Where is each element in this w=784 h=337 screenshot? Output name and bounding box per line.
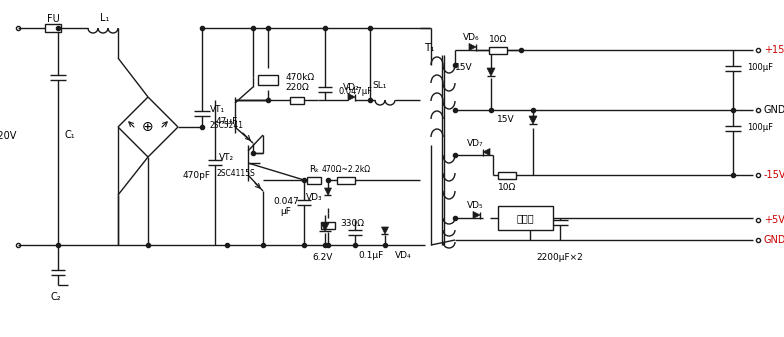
Bar	[498, 172, 516, 179]
Bar	[290, 96, 304, 103]
Polygon shape	[487, 68, 495, 76]
Text: +5V: +5V	[764, 215, 784, 225]
Text: 10Ω: 10Ω	[498, 183, 516, 191]
Text: 100μF: 100μF	[747, 63, 773, 72]
Text: ⊕: ⊕	[142, 120, 154, 134]
Text: GND: GND	[764, 105, 784, 115]
Polygon shape	[469, 43, 476, 51]
Text: 220Ω: 220Ω	[285, 84, 309, 92]
Text: GND: GND	[764, 235, 784, 245]
Text: 15V: 15V	[456, 63, 473, 72]
Text: VD₃: VD₃	[306, 193, 322, 203]
Text: VT₁: VT₁	[209, 105, 224, 115]
Polygon shape	[325, 188, 332, 195]
Text: μF: μF	[281, 208, 292, 216]
Polygon shape	[348, 93, 355, 100]
Bar	[498, 206, 553, 230]
Text: 稳压器: 稳压器	[516, 213, 534, 223]
Text: 0.047: 0.047	[273, 197, 299, 207]
Polygon shape	[473, 212, 480, 218]
Text: 100μF: 100μF	[747, 123, 773, 132]
Text: FU: FU	[46, 14, 60, 24]
Text: L₁: L₁	[100, 13, 110, 23]
Polygon shape	[382, 227, 389, 234]
Text: 15V: 15V	[497, 116, 515, 124]
Polygon shape	[483, 149, 490, 155]
Text: 470pF: 470pF	[183, 171, 211, 180]
Text: 470Ω~2.2kΩ: 470Ω~2.2kΩ	[321, 165, 371, 175]
Text: 10Ω: 10Ω	[489, 35, 507, 44]
Text: VD₇: VD₇	[466, 139, 483, 148]
Text: 2SC5241: 2SC5241	[210, 121, 244, 129]
Text: C₂: C₂	[51, 292, 61, 302]
Text: T₁: T₁	[423, 43, 434, 53]
Bar	[337, 177, 355, 184]
Text: Rₖ: Rₖ	[309, 165, 319, 175]
Bar	[489, 47, 507, 54]
Polygon shape	[321, 223, 329, 231]
Text: 47μF: 47μF	[216, 118, 238, 126]
Text: 2SC4115S: 2SC4115S	[216, 168, 256, 178]
Text: 6.2V: 6.2V	[313, 252, 333, 262]
Bar	[321, 221, 335, 228]
Polygon shape	[529, 116, 537, 124]
Text: VT₂: VT₂	[219, 153, 234, 162]
Text: -15V: -15V	[764, 170, 784, 180]
Text: VD₂: VD₂	[343, 83, 359, 92]
Bar	[258, 75, 278, 85]
Text: 330Ω: 330Ω	[340, 218, 364, 227]
Text: SL₁: SL₁	[373, 82, 387, 91]
Text: ~220V: ~220V	[0, 131, 16, 141]
Text: VD₆: VD₆	[463, 33, 479, 42]
Text: 470kΩ: 470kΩ	[286, 73, 315, 83]
Text: C₁: C₁	[65, 130, 75, 140]
Bar	[45, 24, 61, 32]
Text: VD₄: VD₄	[395, 250, 412, 259]
Text: 2200μF×2: 2200μF×2	[536, 252, 583, 262]
Text: 0.1μF: 0.1μF	[358, 250, 383, 259]
Text: +15V: +15V	[764, 45, 784, 55]
Bar	[307, 177, 321, 184]
Text: VD₅: VD₅	[466, 202, 483, 211]
Text: 0.047μF: 0.047μF	[339, 88, 373, 96]
